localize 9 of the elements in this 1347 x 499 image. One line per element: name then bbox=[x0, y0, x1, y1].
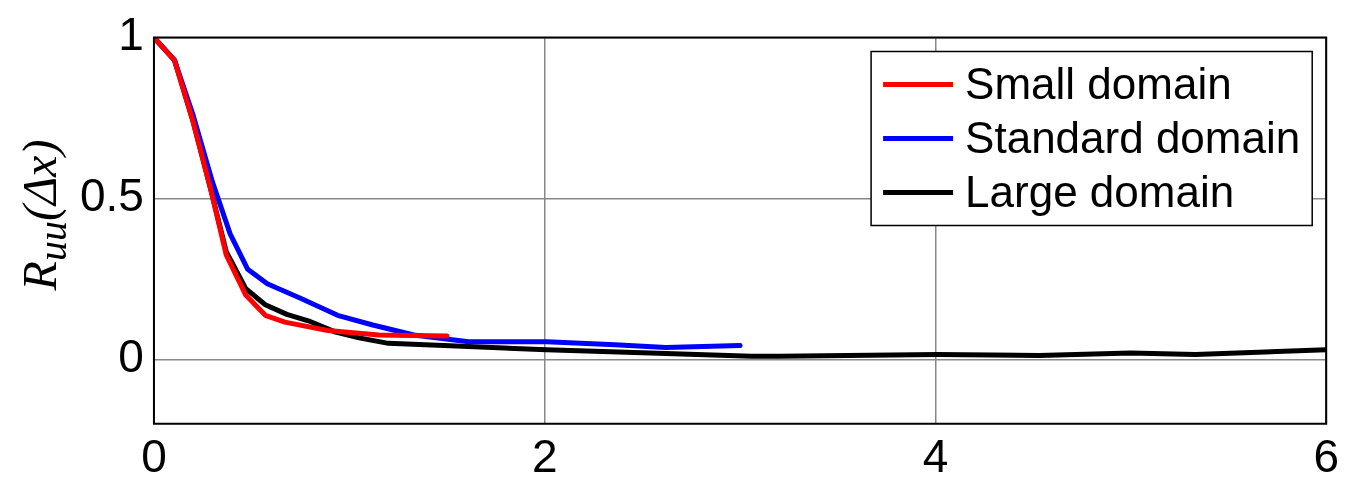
y-tick-label: 1 bbox=[118, 8, 144, 61]
legend-label: Standard domain bbox=[965, 112, 1301, 162]
x-tick-label: 4 bbox=[922, 430, 949, 483]
x-tick-label: 2 bbox=[531, 430, 558, 483]
x-tick-label: 6 bbox=[1313, 430, 1340, 483]
legend-label: Large domain bbox=[965, 166, 1235, 216]
legend-label: Small domain bbox=[965, 58, 1232, 108]
y-tick-label: 0 bbox=[118, 330, 144, 383]
y-tick-label: 0.5 bbox=[79, 169, 144, 222]
